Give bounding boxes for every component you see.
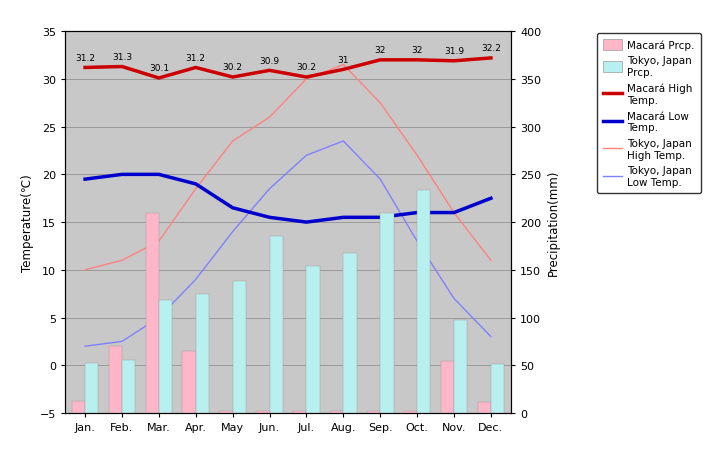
Bar <box>330 411 343 413</box>
Bar <box>307 266 320 413</box>
Text: 30.2: 30.2 <box>222 63 243 72</box>
Y-axis label: Temperature(℃): Temperature(℃) <box>21 174 34 271</box>
Bar <box>196 294 209 413</box>
Bar <box>441 361 454 413</box>
Text: 32: 32 <box>411 46 423 55</box>
Bar <box>72 401 85 413</box>
Bar <box>182 351 196 413</box>
Text: 30.9: 30.9 <box>259 56 279 66</box>
Bar <box>477 402 491 413</box>
Bar <box>269 237 283 413</box>
Bar <box>159 301 172 413</box>
Text: 32: 32 <box>374 46 386 55</box>
Text: 31.2: 31.2 <box>186 54 206 62</box>
Bar <box>122 360 135 413</box>
Bar <box>343 253 356 413</box>
Text: 31.9: 31.9 <box>444 47 464 56</box>
Text: 30.2: 30.2 <box>297 63 317 72</box>
Bar <box>417 190 431 413</box>
Bar <box>233 282 246 413</box>
Text: 31: 31 <box>338 56 349 65</box>
Bar <box>404 411 417 413</box>
Bar <box>145 213 159 413</box>
Bar <box>380 213 394 413</box>
Bar <box>367 411 380 413</box>
Bar <box>85 364 99 413</box>
Bar <box>491 364 504 413</box>
Text: 32.2: 32.2 <box>481 44 501 53</box>
Bar <box>220 411 233 413</box>
Bar <box>293 411 307 413</box>
Y-axis label: Precipitation(mm): Precipitation(mm) <box>547 169 560 276</box>
Text: 30.1: 30.1 <box>149 64 169 73</box>
Bar <box>109 347 122 413</box>
Bar <box>454 321 467 413</box>
Bar <box>256 411 269 413</box>
Text: 31.2: 31.2 <box>75 54 95 62</box>
Text: 31.3: 31.3 <box>112 53 132 62</box>
Legend: Macará Prcp., Tokyo, Japan
Prcp., Macará High
Temp., Macará Low
Temp., Tokyo, Ja: Macará Prcp., Tokyo, Japan Prcp., Macará… <box>597 34 701 194</box>
